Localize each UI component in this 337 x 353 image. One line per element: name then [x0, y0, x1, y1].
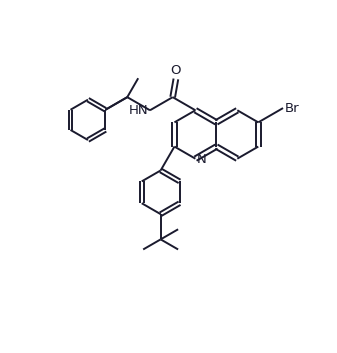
- Text: N: N: [197, 153, 207, 166]
- Text: O: O: [171, 64, 181, 77]
- Text: HN: HN: [129, 104, 148, 117]
- Text: Br: Br: [284, 102, 299, 115]
